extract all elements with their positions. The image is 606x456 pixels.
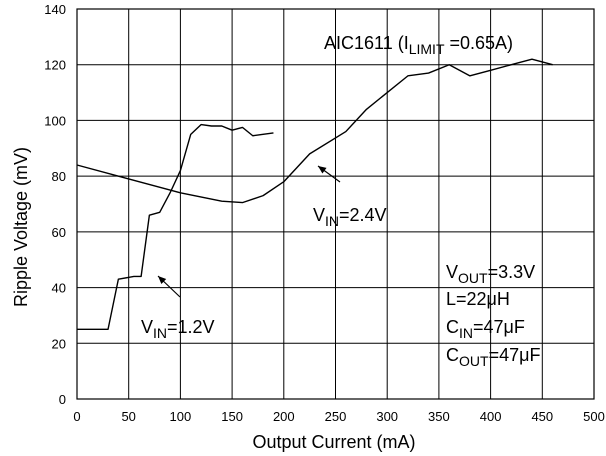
series-line-vin-2-4 <box>76 58 553 204</box>
series-label-subscript: IN <box>325 213 339 229</box>
x-tick-label: 450 <box>531 409 553 424</box>
annotation-main: L=22μH <box>446 289 510 309</box>
y-tick-label: 100 <box>44 113 66 128</box>
y-tick-label: 80 <box>52 169 66 184</box>
data-series <box>76 58 553 331</box>
x-tick-label: 500 <box>583 409 605 424</box>
y-tick-label: 0 <box>59 392 66 407</box>
x-tick-label: 150 <box>221 409 243 424</box>
series-label-rest: =1.2V <box>167 317 215 337</box>
x-tick-label: 300 <box>376 409 398 424</box>
tick-labels: 0 50 100 150 200 250 300 350 400 450 500 0 20 40 60 80 1… <box>44 2 605 424</box>
x-tick-label: 350 <box>428 409 450 424</box>
annotation-rest: =47μF <box>489 345 541 365</box>
y-axis-label: Ripple Voltage (mV) <box>11 147 31 307</box>
annotation-subscript: IN <box>459 325 473 341</box>
annotation-main: C <box>446 345 459 365</box>
grid <box>76 8 595 400</box>
x-axis-label: Output Current (mA) <box>252 432 415 452</box>
chart-title-main: AIC1611 (I <box>324 33 409 53</box>
series-label-vin-1-2: VIN=1.2V <box>141 317 215 341</box>
annotation-rest: =47μF <box>473 317 525 337</box>
x-tick-label: 50 <box>121 409 135 424</box>
y-tick-label: 60 <box>52 225 66 240</box>
annotation-subscript: OUT <box>458 270 488 286</box>
series-label-main: V <box>313 205 325 225</box>
annotation-cout: COUT=47μF <box>446 345 540 369</box>
series-line-vin-1-2 <box>77 123 274 331</box>
y-tick-label: 140 <box>44 2 66 17</box>
x-tick-label: 100 <box>170 409 192 424</box>
x-tick-label: 200 <box>273 409 295 424</box>
series-label-main: V <box>141 317 153 337</box>
series-label-rest: =2.4V <box>339 205 387 225</box>
annotation-rest: =3.3V <box>488 262 536 282</box>
x-tick-label: 0 <box>73 409 80 424</box>
y-tick-label: 20 <box>52 336 66 351</box>
arrow-vin-1-2-head <box>158 276 167 285</box>
plot-frame <box>76 8 595 400</box>
annotation-main: V <box>446 262 458 282</box>
annotation-cin: CIN=47μF <box>446 317 525 341</box>
annotation-inductor: L=22μH <box>446 289 510 309</box>
chart-title: AIC1611 (ILIMIT =0.65A) <box>324 33 513 57</box>
annotations <box>157 165 341 298</box>
chart-title-subscript: LIMIT <box>409 41 445 57</box>
y-tick-label: 40 <box>52 281 66 296</box>
arrow-vin-2-4-head <box>318 166 327 174</box>
annotation-vout: VOUT=3.3V <box>446 262 535 286</box>
annotation-main: C <box>446 317 459 337</box>
annotation-subscript: OUT <box>459 353 489 369</box>
series-label-subscript: IN <box>153 325 167 341</box>
chart-title-rest: =0.65A) <box>445 33 514 53</box>
series-label-vin-2-4: VIN=2.4V <box>313 205 387 229</box>
x-tick-label: 250 <box>325 409 347 424</box>
y-tick-label: 120 <box>44 58 66 73</box>
x-tick-label: 400 <box>480 409 502 424</box>
